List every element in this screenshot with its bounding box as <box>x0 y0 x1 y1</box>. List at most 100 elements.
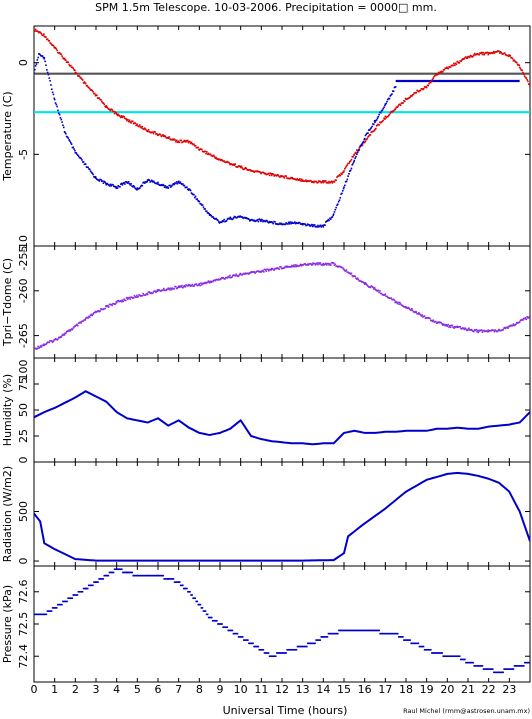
data-point <box>494 329 497 331</box>
data-point <box>306 645 308 648</box>
data-point <box>132 574 134 577</box>
data-point <box>301 222 304 225</box>
data-point <box>239 215 242 218</box>
data-point <box>444 655 447 658</box>
data-point <box>161 184 163 187</box>
data-point <box>388 113 391 116</box>
data-point <box>408 307 411 310</box>
data-point <box>255 270 258 273</box>
data-point <box>244 216 246 219</box>
data-point <box>338 629 340 632</box>
data-point <box>356 153 358 156</box>
data-point <box>87 86 89 88</box>
data-point <box>80 157 82 160</box>
data-point <box>526 78 528 81</box>
data-point <box>69 142 72 144</box>
data-point <box>263 652 266 654</box>
data-point <box>79 76 82 79</box>
data-point <box>430 79 433 82</box>
data-point <box>341 266 343 269</box>
data-point <box>143 294 146 296</box>
data-point <box>507 54 509 57</box>
data-point <box>370 285 373 287</box>
data-point <box>56 603 59 606</box>
data-point <box>108 306 110 308</box>
data-point <box>105 104 108 107</box>
data-point <box>209 153 212 156</box>
data-point <box>517 64 520 66</box>
data-point <box>480 329 482 332</box>
data-point <box>407 306 410 309</box>
data-point <box>445 67 447 69</box>
data-point <box>172 578 175 580</box>
data-point <box>168 136 170 138</box>
data-point <box>490 668 493 670</box>
data-point <box>328 632 331 635</box>
data-point <box>153 181 156 184</box>
data-point <box>448 326 450 328</box>
data-point <box>389 112 392 114</box>
data-point <box>326 262 329 265</box>
data-point <box>174 182 177 185</box>
data-point <box>487 668 490 670</box>
data-point <box>155 182 158 185</box>
data-point <box>302 180 305 182</box>
data-point <box>522 319 524 321</box>
data-point <box>309 225 311 227</box>
data-point <box>385 632 388 635</box>
data-point <box>367 285 369 288</box>
data-point <box>263 172 266 175</box>
data-point <box>327 262 330 265</box>
data-point <box>442 69 445 71</box>
data-point <box>305 224 307 227</box>
data-point <box>49 42 51 44</box>
data-point <box>279 223 282 225</box>
data-point <box>243 216 245 219</box>
data-point <box>164 135 167 138</box>
data-point <box>325 180 327 182</box>
data-point <box>313 224 316 226</box>
data-point <box>65 332 67 335</box>
data-point <box>258 170 261 173</box>
data-point <box>290 176 292 179</box>
data-point <box>53 98 56 101</box>
data-point <box>278 268 280 270</box>
data-point <box>240 216 243 218</box>
data-point <box>358 149 361 151</box>
data-point <box>195 146 198 149</box>
data-point <box>517 321 520 324</box>
data-point <box>351 155 354 158</box>
data-point <box>440 652 442 654</box>
data-point <box>506 668 509 670</box>
data-point <box>335 632 338 635</box>
data-point <box>117 568 120 571</box>
data-point <box>81 79 84 81</box>
data-point <box>454 326 457 329</box>
data-point <box>48 77 51 79</box>
data-point <box>326 220 329 222</box>
data-point <box>502 53 504 55</box>
data-point <box>250 169 252 172</box>
data-point <box>248 168 251 171</box>
data-point <box>257 645 260 648</box>
data-point <box>314 642 316 645</box>
data-point <box>112 571 115 574</box>
x-tick-label: 4 <box>113 683 120 696</box>
x-tick-label: 18 <box>399 683 413 696</box>
data-point <box>516 322 519 324</box>
data-point <box>503 52 505 55</box>
data-point <box>289 648 292 651</box>
data-point <box>93 176 96 179</box>
y-tick-label: 50 <box>17 403 30 417</box>
data-point <box>456 325 459 328</box>
data-point <box>340 629 342 632</box>
data-point <box>505 326 508 329</box>
data-point <box>343 170 345 172</box>
data-point <box>287 266 290 268</box>
data-point <box>107 304 109 307</box>
data-point <box>289 177 292 180</box>
data-point <box>319 262 322 264</box>
data-point <box>461 58 464 60</box>
data-point <box>292 265 294 268</box>
data-point <box>119 300 121 302</box>
